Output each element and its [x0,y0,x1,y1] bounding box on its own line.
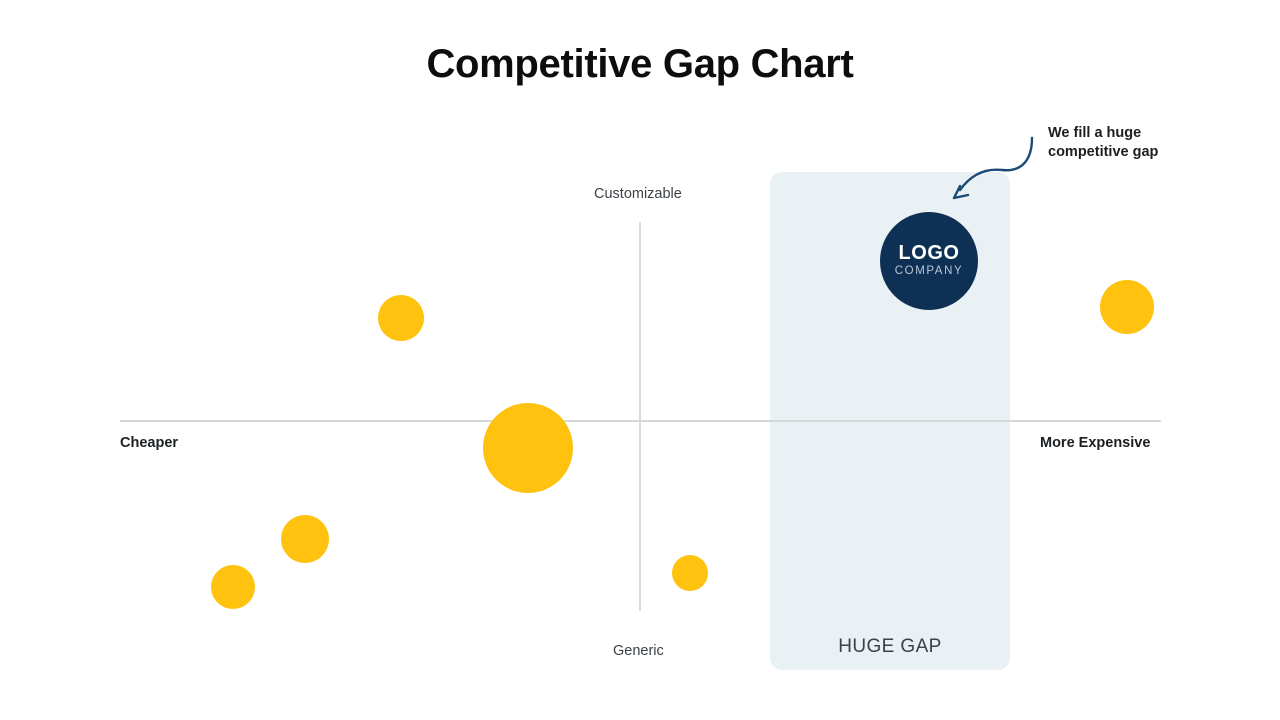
callout-arrow-icon [952,136,1034,200]
competitor-bubble [1100,280,1154,334]
callout-text: We fill a huge competitive gap [1048,124,1208,161]
competitor-bubble [483,403,573,493]
x-axis-max-label: More Expensive [1040,435,1151,451]
x-axis-min-label: Cheaper [120,435,179,451]
huge-gap-label: HUGE GAP [838,636,942,657]
company-logo-name: LOGO [898,242,960,265]
competitor-bubble [378,295,424,341]
competitor-bubble [211,565,255,609]
competitor-bubble [672,555,708,591]
company-logo-subtitle: COMPANY [894,265,964,278]
callout-text-line1: We fill a huge [1048,125,1142,141]
page-title: Competitive Gap Chart [426,42,854,86]
y-axis-min-label: Generic [613,643,664,659]
competitor-bubble [281,515,329,563]
callout-text-line2: competitive gap [1048,143,1159,160]
y-axis-line [639,222,641,611]
y-axis-max-label: Customizable [594,186,682,202]
company-bubble: LOGO COMPANY [880,212,978,310]
